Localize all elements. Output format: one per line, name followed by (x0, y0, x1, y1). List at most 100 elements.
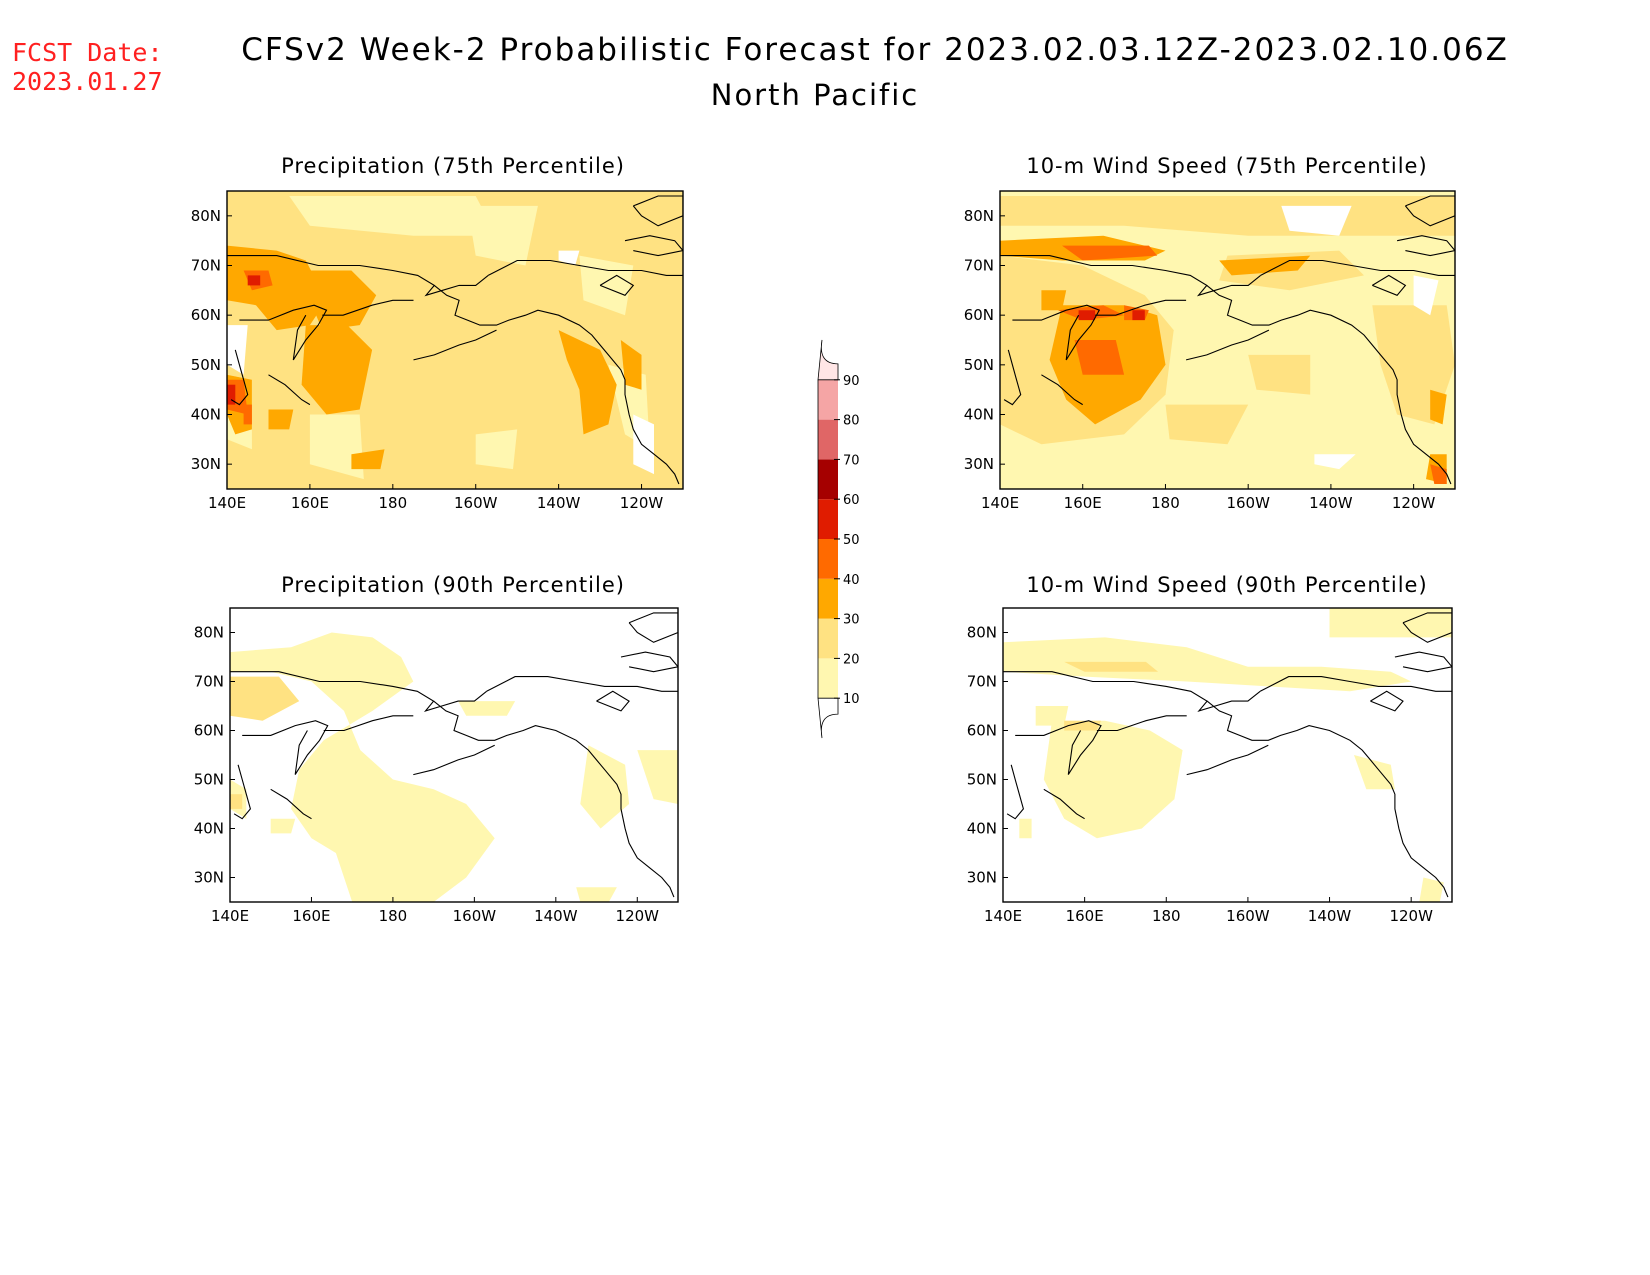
prob-region-0 (227, 325, 248, 375)
prob-region-10 (1419, 877, 1444, 902)
coastline-path (322, 299, 414, 316)
prob-region-30 (227, 245, 327, 331)
lon-tick-label: 140E (981, 494, 1019, 512)
lat-tick-label: 40N (194, 820, 224, 838)
lat-tick-label: 80N (967, 624, 997, 642)
lat-tick-label: 70N (967, 673, 997, 691)
prob-region-50 (227, 384, 236, 405)
prob-region-30 (351, 449, 385, 470)
coastline-path (233, 764, 252, 820)
coastline-path (1260, 259, 1455, 276)
coastline-path (1259, 676, 1452, 692)
fcst-date-label: FCST Date: (12, 38, 163, 67)
lon-tick-label: 140W (537, 494, 581, 512)
coastline-path (1206, 284, 1452, 485)
prob-region-10 (289, 196, 497, 236)
coastline-path (1003, 671, 1261, 712)
map-frame (229, 607, 679, 903)
panel-title: Precipitation (75th Percentile) (281, 154, 625, 178)
coastline-path (433, 700, 675, 898)
fcst-date-value: 2023.01.27 (12, 67, 163, 96)
coastlines (1003, 612, 1452, 898)
coastline-path (486, 676, 678, 692)
lon-tick-label: 160E (292, 907, 330, 925)
prob-region-30 (301, 325, 373, 415)
prob-region-10 (1035, 706, 1069, 726)
lat-tick-label: 30N (194, 869, 224, 887)
lat-tick-label: 60N (967, 722, 997, 740)
coastline-path (632, 195, 683, 227)
panel-title: Precipitation (90th Percentile) (281, 573, 625, 597)
lon-tick-label: 140E (211, 907, 249, 925)
prob-region-10 (475, 429, 518, 470)
map-panel-precip90: Precipitation (90th Percentile) 140E 160E 1… (194, 573, 679, 925)
colorbar-label: 40 (843, 573, 860, 588)
lat-tick-label: 50N (191, 356, 221, 374)
coastline-path (1370, 690, 1404, 712)
prob-region-20 (230, 794, 243, 809)
lon-tick-label: 180 (1151, 494, 1180, 512)
coastline-path (227, 255, 489, 297)
coastline-path (268, 374, 311, 406)
map-panel-wind75: 10-m Wind Speed (75th Percentile) 140E 160… (964, 154, 1456, 512)
prob-region-10 (580, 745, 630, 829)
colorbar-label: 80 (843, 414, 860, 429)
colorbar-label: 70 (843, 453, 860, 468)
prob-region-0 (1413, 275, 1439, 316)
lat-tick-label: 80N (194, 624, 224, 642)
prob-region-10 (576, 887, 617, 902)
coastline-path (1396, 235, 1455, 257)
coastline-path (1185, 329, 1270, 361)
lon-tick-label: 140W (1308, 907, 1352, 925)
lon-tick-label: 180 (1152, 907, 1181, 925)
prob-region-0 (1314, 454, 1356, 470)
coastline-path (239, 304, 328, 361)
panel-title: 10-m Wind Speed (90th Percentile) (1026, 573, 1427, 597)
prob-region-30 (297, 270, 377, 331)
prob-region-10 (270, 818, 296, 834)
prob-region-10 (1354, 755, 1395, 790)
lat-tick-label: 50N (964, 356, 994, 374)
coastline-path (620, 651, 678, 673)
prob-region-10 (458, 701, 516, 716)
coastline-path (230, 671, 487, 712)
coastline-path (599, 274, 635, 296)
lon-tick-label: 160W (1226, 907, 1270, 925)
colorbar: 10 20 30 40 50 60 70 80 90 (817, 339, 860, 739)
prob-region-30 (1430, 389, 1447, 425)
map-frame (999, 190, 1456, 490)
colorbar-label: 20 (843, 652, 860, 667)
coastline-path (413, 329, 497, 361)
colorbar-bin (818, 578, 838, 619)
lat-tick-label: 30N (191, 455, 221, 473)
lon-tick-label: 160E (1064, 494, 1102, 512)
prob-region-0 (558, 250, 580, 266)
lat-tick-label: 40N (191, 406, 221, 424)
prob-region-10 (1003, 637, 1412, 692)
prob-region-50 (1132, 310, 1145, 321)
coastline-path (413, 744, 495, 776)
prob-region-30 (620, 340, 642, 390)
coastline-path (433, 284, 680, 485)
coastline-path (1402, 612, 1452, 643)
colorbar-label: 90 (843, 374, 860, 389)
lon-tick-label: 140W (1309, 494, 1353, 512)
coastline-path (1186, 744, 1269, 776)
colorbar-label: 30 (843, 613, 860, 628)
prob-region-20 (1064, 720, 1101, 731)
prob-region-40 (243, 404, 252, 425)
coastline-path (1000, 255, 1261, 297)
prob-region-30 (558, 330, 617, 435)
coastline-path (1206, 700, 1449, 898)
prob-region-20 (230, 676, 300, 721)
figure-subtitle: North Pacific (710, 78, 920, 112)
lat-tick-label: 30N (967, 869, 997, 887)
probability-field (1000, 191, 1455, 489)
lon-tick-label: 160W (453, 907, 497, 925)
lat-tick-label: 60N (194, 722, 224, 740)
prob-region-20 (1248, 354, 1311, 395)
lon-tick-label: 160E (1066, 907, 1104, 925)
probability-field (230, 608, 678, 902)
map-panel-wind90: 10-m Wind Speed (90th Percentile) 140E 160… (967, 573, 1453, 925)
